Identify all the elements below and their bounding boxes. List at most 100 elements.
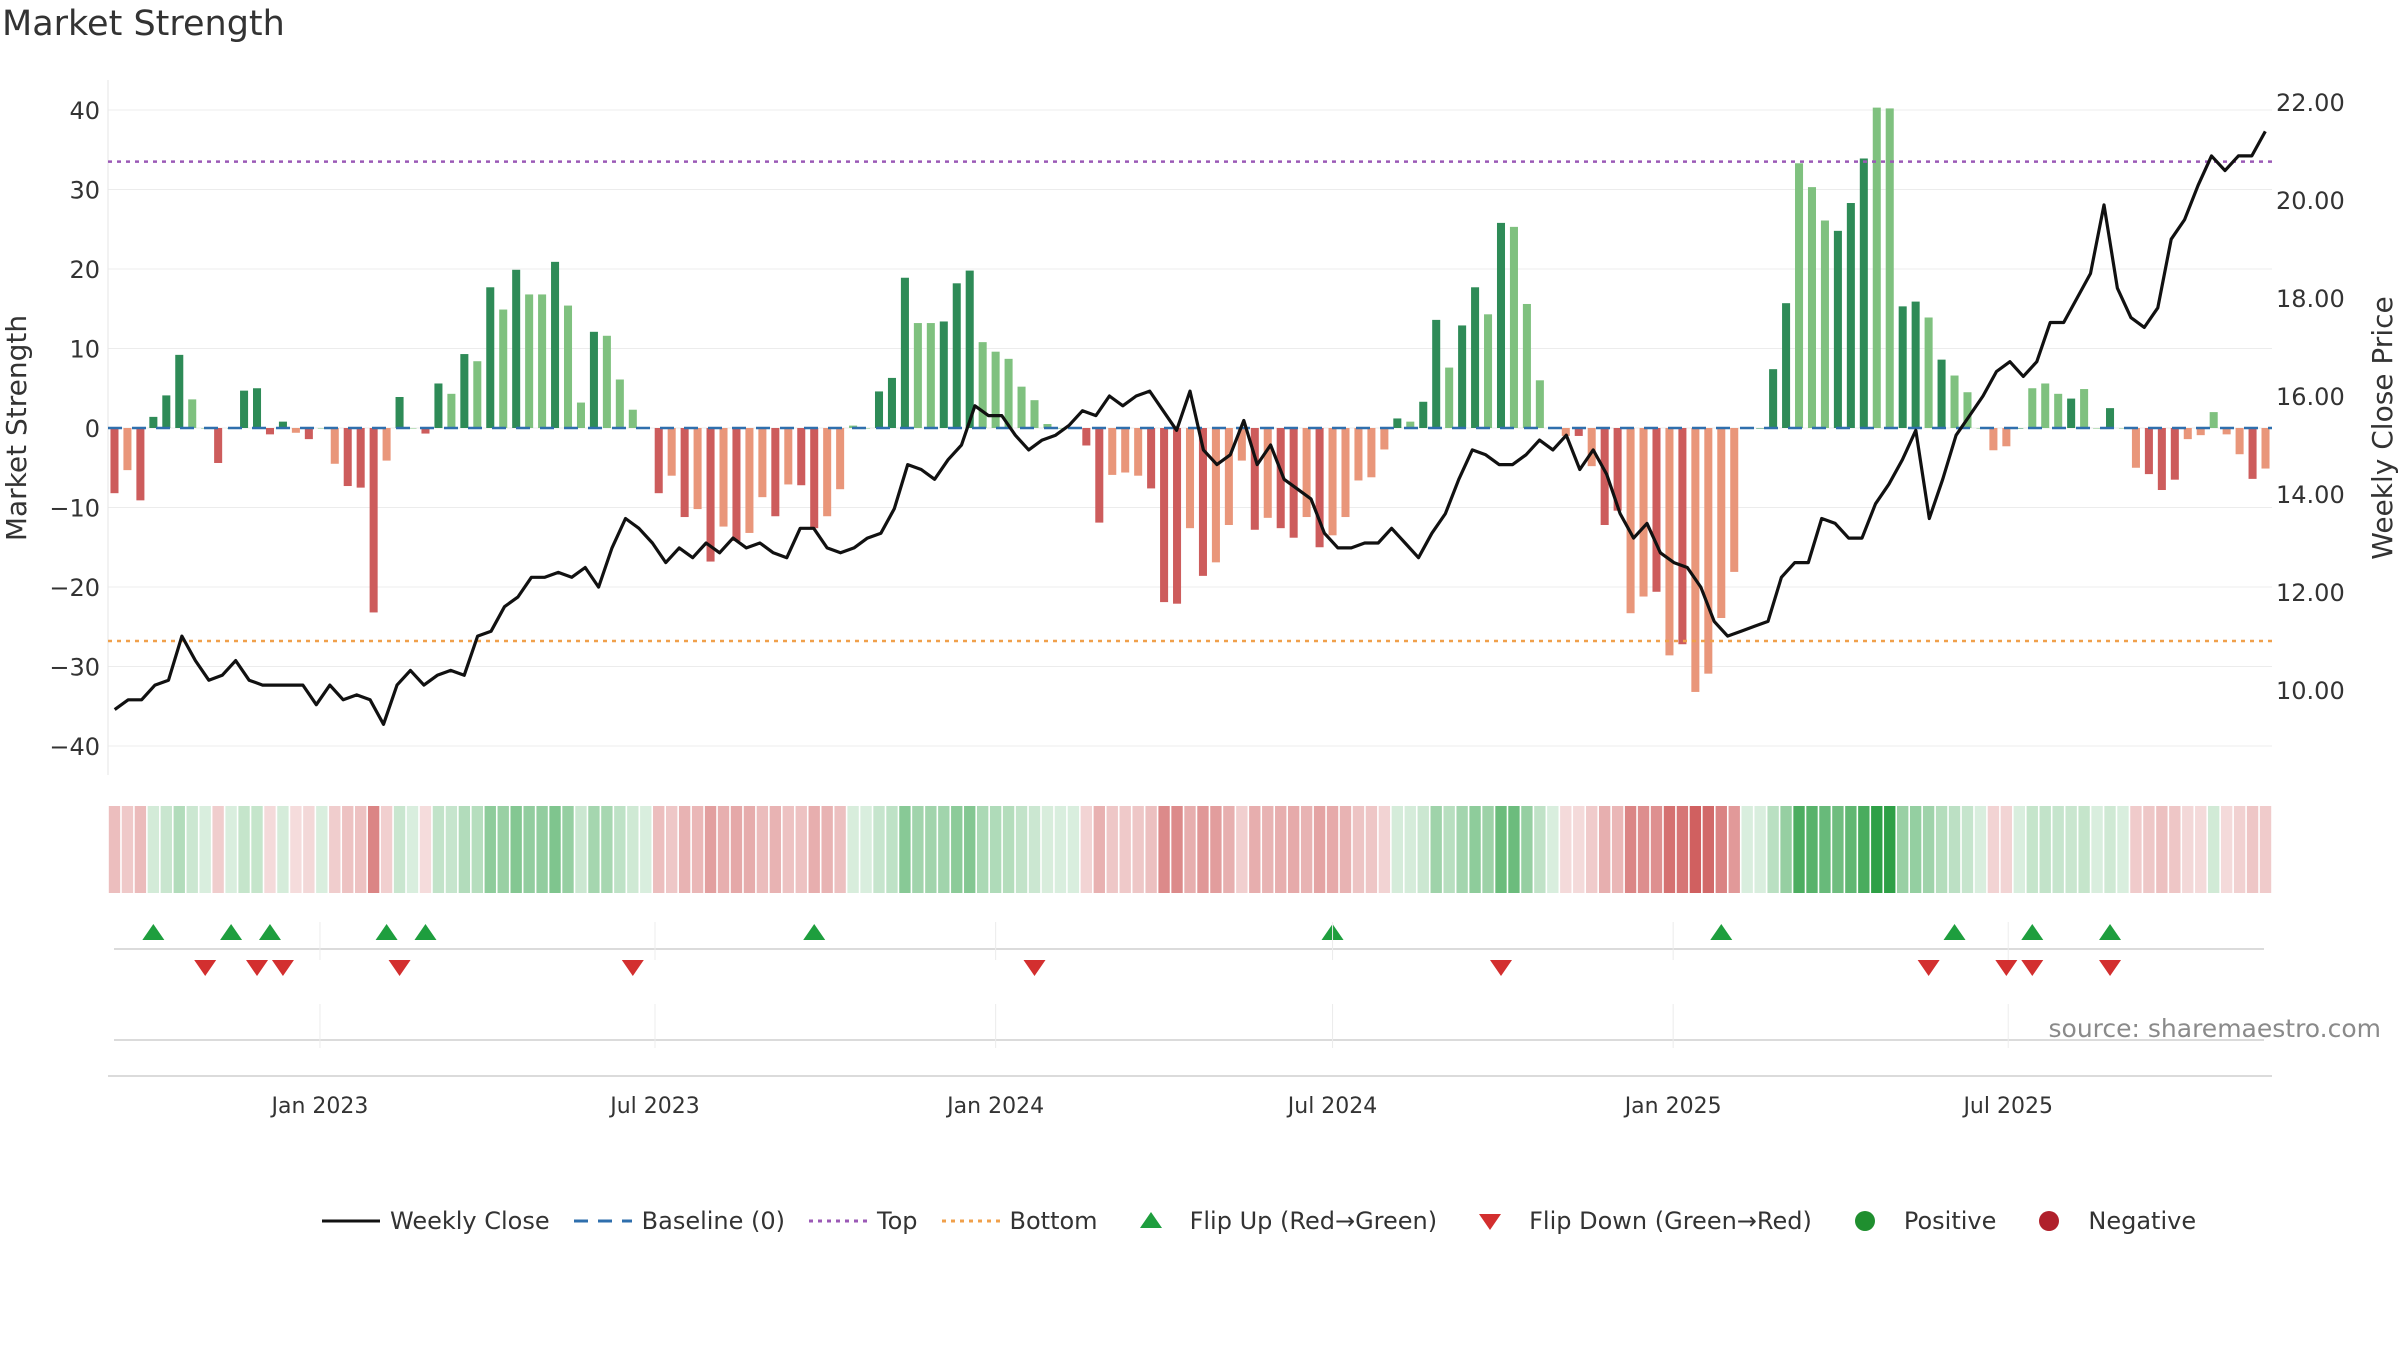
strength-bar [2041,383,2050,428]
strength-strip-cell [2039,806,2051,893]
strength-strip-cell [1573,806,1585,893]
legend-item-flip-down: Flip Down (Green→Red) [1459,1206,1812,1236]
strength-strip-cell [1689,806,1702,893]
x-tick-label: Jan 2025 [1623,1094,1722,1119]
strength-bar [667,428,676,476]
strength-strip-cell [1378,806,1391,893]
strength-strip-cell [199,806,211,893]
strength-bar [1224,428,1233,525]
strength-strip-cell [1495,806,1507,893]
strength-bar [2157,428,2166,491]
strength-strip-cell [2259,806,2272,893]
strength-strip-cell [653,806,665,893]
strength-strip-cell [2208,806,2220,893]
flip-down-marker [2021,960,2044,976]
strength-strip-cell [1249,806,1261,893]
strength-bar [175,354,184,428]
strength-bar [149,416,158,428]
strength-strip-cell [1534,806,1546,893]
strength-bar [162,395,171,428]
strength-bar [563,305,573,428]
strength-bar [1678,428,1687,645]
y2-tick-label: 22.00 [2276,89,2345,117]
flip-up-marker [220,924,243,940]
strength-bar [265,428,274,435]
strength-strip-cell [2000,806,2013,893]
strength-bar [952,283,961,428]
strength-bar [291,428,300,433]
y2-tick-label: 10.00 [2276,677,2345,705]
legend-label: Flip Down (Green→Red) [1529,1207,1812,1235]
strength-bar [771,428,780,517]
strength-bar [693,428,702,510]
strength-bar [408,428,417,429]
flip-down-marker [2099,960,2122,976]
strength-strip-cell [899,806,911,893]
strength-strip-cell [2078,806,2090,893]
strength-strip-cell [2233,806,2246,893]
strength-bar [1250,428,1259,530]
flip-up-marker [2021,924,2044,940]
strength-bar [1730,428,1739,572]
strength-bar [628,409,637,428]
strength-strip-cell [821,806,833,893]
x-tick-label: Jul 2024 [1286,1094,1378,1119]
strength-bar [2067,398,2076,428]
strength-bar [1237,428,1246,461]
strength-bar [1782,303,1791,428]
y-tick-label: 10 [69,336,100,364]
strength-bar [499,309,508,428]
strength-strip-cell [1106,806,1118,893]
strength-strip-cell [1223,806,1235,893]
strength-strip-cell [186,806,198,893]
strength-strip-cell [2195,806,2207,893]
strength-bar [382,428,391,461]
strength-bar [240,390,249,428]
strength-strip-cell [1391,806,1404,893]
strength-strip-cell [1197,806,1209,893]
strength-bar [654,428,663,494]
flip-up-marker [2099,924,2122,940]
strength-bar [2054,393,2063,428]
strength-bar [1911,301,1920,428]
strength-strip-cell [1326,806,1339,893]
strength-strip-cell [588,806,600,893]
legend-item-top: Top [807,1206,918,1236]
strength-bar [2080,389,2089,428]
strength-strip-cell [847,806,859,893]
y-axis-title: Market Strength [0,315,33,541]
strength-bar [1885,108,1894,428]
strength-bar [1561,428,1570,436]
strength-bar [1393,418,1402,428]
strength-bar [1328,428,1337,536]
strength-strip-cell [1884,806,1896,893]
strength-strip-cell [1417,806,1429,893]
strength-strip-cell [614,806,626,893]
strength-bar [1380,428,1389,450]
strength-bar [1056,428,1065,429]
strength-strip-cell [769,806,782,893]
strength-bar [136,428,145,501]
strength-strip-cell [1741,806,1753,893]
y-tick-label: −10 [49,495,100,523]
strength-bar [1950,375,1959,428]
strength-bar [1367,428,1376,478]
strength-strip-cell [989,806,1002,893]
y2-tick-label: 14.00 [2276,481,2345,509]
strength-bar [926,323,935,428]
strength-strip-cell [704,806,717,893]
legend-label: Weekly Close [390,1207,550,1235]
strength-bar [473,361,482,428]
strength-bar [1652,428,1661,592]
y-tick-label: −20 [49,574,100,602]
strength-strip-cell [225,806,237,893]
strength-bar [1030,400,1039,428]
strength-strip-cell [1041,806,1054,893]
strength-strip-cell [1806,806,1818,893]
strength-strip-cell [976,806,989,893]
strength-strip-cell [1948,806,1961,893]
legend-label: Flip Up (Red→Green) [1189,1207,1438,1235]
strength-strip-cell [393,806,406,893]
strength-bar [1898,306,1907,428]
strength-strip-cell [1132,806,1144,893]
